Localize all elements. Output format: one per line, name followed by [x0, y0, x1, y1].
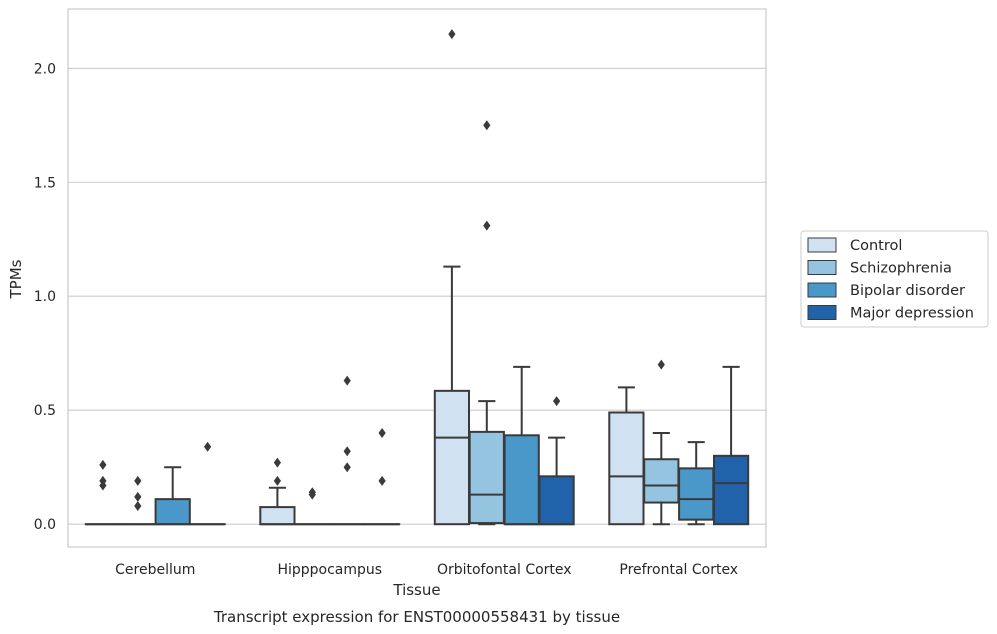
legend-label: Schizophrenia: [850, 261, 952, 277]
outlier-point: [378, 475, 386, 486]
box-control: [433, 29, 471, 526]
y-tick-label: 0.0: [34, 517, 56, 533]
outlier-point: [134, 491, 142, 502]
box-control: [608, 386, 645, 526]
box-bipolar-disorder: [678, 441, 715, 526]
box-schizophrenia: [468, 120, 505, 526]
box-major-depression: [363, 428, 401, 526]
box-body: [712, 454, 750, 526]
box-plot-series: [84, 29, 750, 526]
box-control: [84, 459, 122, 526]
box-control: [259, 457, 296, 526]
x-tick-label: Cerebellum: [115, 562, 195, 578]
y-tick-label: 0.5: [34, 403, 56, 419]
y-tick-label: 2.0: [34, 61, 56, 77]
box-body: [503, 434, 540, 526]
y-tick-label: 1.5: [34, 175, 56, 191]
y-tick-labels: 0.0 0.5 1.0 1.5 2.0: [34, 61, 56, 533]
y-axis-label: TPMs: [7, 259, 25, 299]
outlier-point: [134, 500, 142, 511]
chart-caption: Transcript expression for ENST0000055843…: [213, 608, 620, 626]
outlier-point: [134, 475, 142, 486]
outlier-point: [308, 489, 316, 500]
outlier-point: [657, 359, 665, 370]
box-major-depression: [538, 396, 575, 526]
outlier-point: [204, 441, 212, 452]
outlier-point: [343, 375, 351, 386]
box-bipolar-disorder: [154, 466, 191, 526]
x-tick-label: Prefrontal Cortex: [619, 562, 738, 578]
legend-swatch: [807, 260, 837, 275]
box-body: [608, 411, 645, 526]
outlier-point: [343, 446, 351, 457]
box-schizophrenia: [119, 475, 156, 526]
x-tick-labels: Cerebellum Hipppocampus Orbitofontal Corte…: [115, 562, 738, 578]
plot-frame: [67, 8, 767, 548]
legend-label: Bipolar disorder: [850, 283, 965, 299]
x-axis-label: Tissue: [392, 581, 440, 599]
legend-swatch: [807, 305, 837, 320]
outlier-point: [273, 475, 281, 486]
box-bipolar-disorder: [329, 375, 366, 526]
x-tick-label: Hipppocampus: [277, 562, 382, 578]
outlier-point: [553, 396, 561, 407]
box-body: [154, 498, 191, 526]
y-gridlines: [68, 67, 766, 525]
outlier-point: [273, 457, 281, 468]
box-schizophrenia: [643, 359, 680, 526]
box-major-depression: [189, 441, 226, 526]
box-body: [538, 475, 575, 526]
outlier-point: [378, 428, 386, 439]
outlier-point: [448, 29, 456, 40]
legend-label: Major depression: [850, 306, 974, 322]
box-body: [259, 506, 296, 526]
outlier-point: [99, 459, 107, 470]
outlier-point: [483, 120, 491, 131]
box-bipolar-disorder: [503, 365, 540, 526]
x-tick-label: Orbitofontal Cortex: [437, 562, 572, 578]
outlier-point: [483, 220, 491, 231]
legend-swatch: [807, 282, 837, 298]
outlier-point: [343, 462, 351, 473]
box-body: [433, 389, 471, 526]
legend-swatch: [807, 237, 837, 253]
box-body: [468, 430, 505, 525]
box-schizophrenia: [294, 487, 331, 526]
legend: Control Schizophrenia Bipolar disorder Majo…: [800, 230, 989, 328]
legend-frame: [800, 230, 989, 328]
y-tick-label: 1.0: [34, 289, 56, 305]
box-major-depression: [712, 365, 750, 526]
legend-label: Control: [850, 238, 902, 254]
box-body: [643, 458, 680, 504]
outlier-point: [99, 480, 107, 491]
box-body: [678, 467, 715, 521]
